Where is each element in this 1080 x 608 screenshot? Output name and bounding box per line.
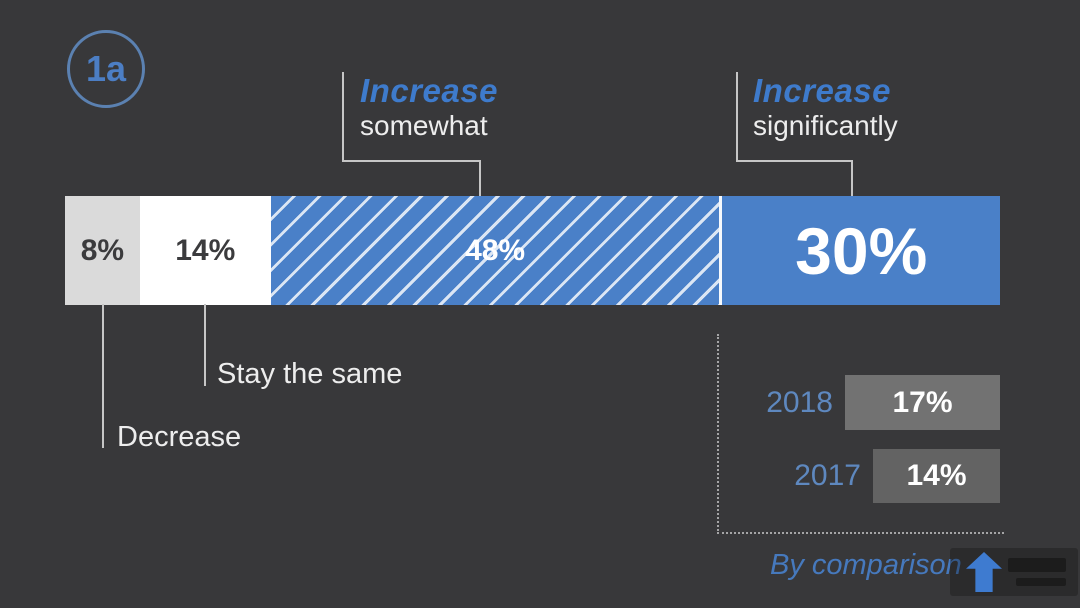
- figure-badge: 1a: [67, 30, 145, 108]
- callout-somewhat-connector-horizontal: [342, 160, 481, 162]
- comparison-bar-2017: 14%: [873, 449, 1000, 503]
- up-arrow-icon: [966, 552, 1002, 592]
- watermark-text-block: [1008, 558, 1066, 572]
- bar-segment-decrease: 8%: [65, 196, 140, 305]
- stay-the-same-tick-line: [204, 304, 206, 386]
- stacked-bar: 8% 14% 48% 30%: [65, 196, 1000, 305]
- stay-the-same-label: Stay the same: [217, 358, 403, 390]
- callout-increase-somewhat: Increase somewhat: [360, 72, 498, 142]
- callout-somewhat-rest: somewhat: [360, 109, 488, 141]
- watermark-logo: [950, 548, 1078, 596]
- callout-somewhat-connector-vertical: [342, 72, 344, 162]
- comparison-year-2018: 2018: [766, 385, 833, 419]
- comparison-caption: By comparison: [770, 549, 962, 581]
- callout-significantly-connector-drop: [851, 160, 853, 197]
- comparison-value-2017: 14%: [906, 459, 967, 492]
- decrease-label: Decrease: [117, 421, 242, 453]
- callout-somewhat-emphasis: Increase: [360, 72, 498, 109]
- callout-increase-significantly: Increase significantly: [753, 72, 898, 142]
- bar-segment-stay-the-same-value: 14%: [175, 233, 236, 267]
- figure-badge-label: 1a: [85, 48, 127, 89]
- callout-somewhat-connector-drop: [479, 160, 481, 198]
- comparison-year-2017: 2017: [794, 459, 861, 492]
- bar-segment-increase-significantly: 30%: [719, 196, 1000, 305]
- comparison-value-2018: 17%: [892, 385, 953, 419]
- callout-significantly-emphasis: Increase: [753, 72, 891, 109]
- callout-significantly-connector-horizontal: [736, 160, 853, 162]
- decrease-tick-line: [102, 304, 104, 448]
- comparison-bar-2018: 17%: [845, 375, 1000, 430]
- comparison-row-2018: 2018 17%: [766, 375, 1000, 430]
- bar-segment-decrease-value: 8%: [80, 233, 125, 267]
- comparison-row-2017: 2017 14%: [794, 449, 1000, 503]
- bar-segment-increase-somewhat-value: 48%: [465, 233, 526, 267]
- callout-significantly-connector-vertical: [736, 72, 738, 162]
- bar-segment-stay-the-same: 14%: [139, 196, 271, 305]
- callout-significantly-rest: significantly: [753, 109, 898, 141]
- bar-segment-increase-significantly-value: 30%: [795, 213, 928, 288]
- bar-segment-increase-somewhat: 48%: [270, 196, 720, 305]
- watermark-text-block: [1016, 578, 1066, 586]
- comparison-dotted-frame: [717, 334, 1004, 534]
